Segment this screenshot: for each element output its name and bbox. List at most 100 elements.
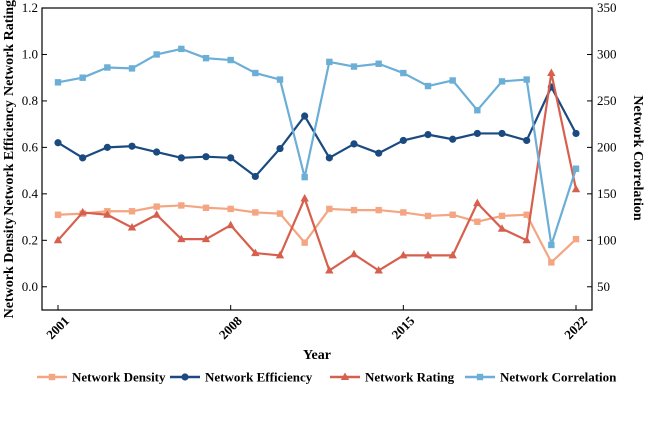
legend-swatch-marker <box>340 372 350 380</box>
y-axis-label-network-density: Network Density <box>2 218 17 319</box>
network-efficiency-point <box>301 112 309 120</box>
network-density-point <box>153 203 160 210</box>
right-tick-label: 50 <box>597 279 610 294</box>
legend-swatch-marker <box>48 373 56 381</box>
left-tick-label: 0.8 <box>22 93 38 108</box>
network-density-point <box>424 212 432 220</box>
network-rating-point <box>399 250 408 259</box>
legend: Network Density Network Efficiency Network… <box>37 370 617 385</box>
network-density-point <box>252 209 259 216</box>
network-density-point <box>202 204 210 211</box>
network-efficiency-point <box>350 140 358 148</box>
network-rating-point <box>448 250 457 259</box>
right-tick-label: 350 <box>597 0 617 15</box>
network-rating-point <box>152 210 161 218</box>
y-axis-label-network-efficiency: Network Efficiency <box>2 100 17 215</box>
network-rating-point <box>325 266 334 274</box>
left-tick-label: 0.0 <box>22 279 38 294</box>
legend-item-network-correlation: Network Correlation <box>465 370 617 385</box>
network-correlation-point <box>326 58 333 66</box>
legend-label: Network Density <box>72 370 166 385</box>
network-correlation-point <box>498 78 506 85</box>
network-rating-point <box>374 266 383 274</box>
network-efficiency-point <box>572 129 580 138</box>
left-tick-label: 0.2 <box>22 232 38 247</box>
x-tick-label: 2001 <box>43 313 72 342</box>
network-density-point <box>548 259 555 266</box>
network-rating-point <box>300 193 309 202</box>
right-tick-label: 300 <box>597 46 617 61</box>
network-density-point <box>375 206 382 214</box>
network-rating-point <box>127 223 137 231</box>
network-rating-line <box>57 71 578 272</box>
plot-frame <box>41 7 593 311</box>
network-correlation-point <box>474 107 481 114</box>
network-efficiency-point <box>202 153 210 161</box>
network-efficiency-point <box>54 139 62 147</box>
network-rating-point <box>275 250 285 259</box>
network-efficiency-point <box>473 129 481 138</box>
network-efficiency-line <box>57 85 577 178</box>
network-correlation-point <box>400 69 407 77</box>
network-efficiency-point <box>103 143 111 151</box>
network-efficiency-point <box>177 154 185 162</box>
network-correlation-point <box>202 54 210 62</box>
network-density-point <box>474 218 481 225</box>
network-density-point <box>128 208 136 215</box>
legend-item-network-rating: Network Rating <box>330 370 455 385</box>
network-rating-point <box>473 198 482 207</box>
network-correlation-point <box>227 56 234 64</box>
series-network-correlation <box>54 45 580 249</box>
network-rating-point <box>201 234 211 243</box>
left-tick-label: 0.6 <box>22 139 39 154</box>
network-efficiency-point <box>276 144 284 153</box>
network-correlation-point <box>252 69 259 77</box>
network-correlation-point <box>79 74 86 81</box>
network-density-point <box>400 209 407 216</box>
network-rating-point <box>547 68 556 77</box>
series-network-rating <box>53 68 581 274</box>
legend-swatch-marker <box>476 373 484 381</box>
network-correlation-point <box>178 45 185 53</box>
network-rating-point <box>226 220 235 229</box>
left-tick-label: 1.2 <box>22 0 38 15</box>
network-correlation-point <box>424 82 432 90</box>
network-density-point <box>227 205 234 213</box>
network-correlation-point <box>375 60 382 67</box>
network-density-point <box>276 210 284 217</box>
network-rating-point <box>53 235 63 244</box>
network-rating-point <box>251 248 260 257</box>
x-tick-label: 2022 <box>561 313 590 342</box>
network-density-point <box>301 239 308 246</box>
y-axis-label-network-rating: Network Rating <box>2 0 17 96</box>
network-correlation-point <box>128 65 136 72</box>
x-tick-label: 2015 <box>388 313 417 342</box>
network-density-point <box>178 202 185 209</box>
right-tick-label: 100 <box>597 232 617 247</box>
y-axis-label-network-correlation: Network Correlation <box>630 95 645 221</box>
network-rating-point <box>78 207 87 216</box>
network-density-point <box>350 206 358 214</box>
series-network-efficiency <box>54 83 580 181</box>
network-density-point <box>54 211 62 218</box>
network-rating-point <box>103 210 112 218</box>
x-axis-label: Year <box>303 348 331 363</box>
right-tick-label: 200 <box>597 139 617 154</box>
legend-item-network-efficiency: Network Efficiency <box>170 370 313 385</box>
network-efficiency-point <box>498 129 506 138</box>
network-efficiency-point <box>399 136 407 145</box>
network-correlation-point <box>572 165 580 172</box>
right-tick-label: 150 <box>597 186 617 201</box>
network-efficiency-point <box>153 148 161 156</box>
network-correlation-point <box>350 63 358 70</box>
network-correlation-point <box>523 76 530 83</box>
left-tick-label: 1.0 <box>22 46 38 61</box>
network-rating-point <box>423 250 433 259</box>
network-density-point <box>523 211 530 218</box>
legend-swatch-marker <box>181 373 189 381</box>
network-correlation-point <box>153 51 160 58</box>
network-efficiency-point <box>128 142 136 150</box>
network-correlation-point <box>104 64 111 71</box>
